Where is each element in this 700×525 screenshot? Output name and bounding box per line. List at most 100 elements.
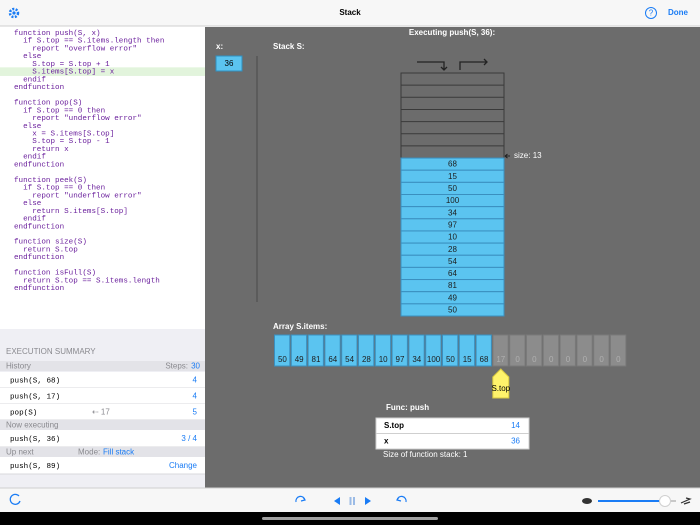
array-value: 17 — [496, 355, 505, 364]
array-cell — [391, 334, 408, 367]
code-line: endif — [14, 76, 46, 84]
push-arrow — [417, 61, 448, 71]
array-value: 0 — [583, 355, 588, 364]
size-label: size: 13 — [514, 151, 542, 160]
back-button[interactable] — [334, 497, 340, 505]
array-cell — [307, 334, 324, 367]
array-cell — [324, 334, 341, 367]
array-cell — [509, 334, 526, 367]
top-bar — [0, 0, 700, 26]
history-steps: 4 — [193, 392, 198, 401]
fast-icon — [680, 497, 692, 505]
summary-row — [0, 388, 205, 404]
array-value: 15 — [463, 355, 472, 364]
section-label: Up next — [6, 448, 34, 457]
stack-value: 97 — [448, 220, 457, 229]
help-button[interactable] — [645, 7, 657, 19]
array-label: Array S.items: — [273, 322, 327, 331]
code-line: endif — [14, 216, 46, 224]
section-label: History — [6, 362, 31, 371]
pointer-label: S.top — [491, 384, 510, 393]
code-line: function size(S) — [14, 239, 87, 247]
stack-value: 54 — [448, 257, 457, 266]
mode-button[interactable]: Fill stack — [103, 448, 135, 457]
stack-value: 64 — [448, 269, 457, 278]
stack-value: 81 — [448, 281, 457, 290]
history-call: pop(S) — [10, 410, 37, 418]
frame-value: 36 — [511, 437, 520, 446]
summary-row — [0, 404, 205, 420]
summary-row — [0, 430, 205, 447]
reset-button[interactable] — [9, 493, 21, 505]
array-cell — [458, 334, 476, 367]
array-cell — [442, 334, 459, 367]
history-steps: 4 — [193, 376, 198, 385]
next-header — [0, 447, 205, 457]
change-button[interactable]: Change — [169, 461, 198, 470]
array-cell — [593, 334, 610, 367]
array-value: 0 — [549, 355, 554, 364]
array-cell — [374, 334, 392, 367]
stack-value: 15 — [448, 172, 457, 181]
speed-slider[interactable] — [659, 495, 671, 507]
x-label: x: — [216, 42, 223, 51]
stack-value: 50 — [448, 306, 457, 315]
step-forward-button[interactable] — [396, 495, 407, 503]
array-value: 0 — [532, 355, 537, 364]
array-cell — [290, 334, 308, 367]
array-value: 50 — [278, 355, 287, 364]
array-value: 0 — [599, 355, 604, 364]
array-cell — [559, 334, 576, 367]
frame-row — [375, 433, 530, 450]
now-progress: 3 / 4 — [181, 434, 197, 443]
frame-title: Func: push — [386, 403, 429, 412]
array-cell — [576, 334, 593, 367]
code-line: report "underflow error" — [14, 192, 142, 200]
history-result: ⇠ 17 — [92, 408, 110, 417]
stack-value: 50 — [448, 184, 457, 193]
array-value: 50 — [446, 355, 455, 364]
done-button[interactable]: Done — [668, 8, 689, 17]
current-line — [0, 67, 205, 76]
code-line: if S.top == 0 then — [14, 107, 105, 115]
stack-value: 10 — [448, 233, 457, 242]
array-cell — [425, 334, 442, 367]
code-line: x = S.items[S.top] — [14, 130, 114, 138]
now-call: push(S, 36) — [10, 436, 60, 444]
array-cell — [610, 334, 627, 367]
code-panel — [0, 27, 205, 329]
code-line: S.items[S.top] = x — [14, 69, 115, 77]
code-line: function push(S, x) — [14, 30, 101, 38]
array-value: 10 — [379, 355, 388, 364]
history-call: push(S, 17) — [10, 394, 60, 402]
forward-button[interactable] — [365, 497, 371, 505]
help-label: ? — [649, 9, 654, 18]
summary-row — [0, 457, 205, 474]
history-header — [0, 361, 205, 371]
array-value: 100 — [427, 355, 441, 364]
array-value: 49 — [295, 355, 304, 364]
screen-title: Stack — [339, 8, 361, 17]
code-line: endfunction — [14, 161, 64, 169]
settings-button[interactable] — [8, 7, 20, 19]
code-line: endfunction — [14, 254, 64, 262]
code-line: function isFull(S) — [14, 270, 96, 278]
code-line: function peek(S) — [14, 177, 87, 185]
pop-arrow — [459, 58, 488, 70]
pause-button[interactable] — [349, 497, 356, 505]
code-line: endfunction — [14, 285, 64, 293]
code-line: else — [14, 200, 42, 208]
array-value: 97 — [396, 355, 405, 364]
array-value: 0 — [515, 355, 520, 364]
step-back-button[interactable] — [295, 495, 306, 503]
code-line: S.top = S.top - 1 — [14, 138, 110, 146]
now-header — [0, 420, 205, 430]
array-value: 64 — [328, 355, 337, 364]
code-line: endfunction — [14, 84, 64, 92]
size-pointer — [504, 153, 510, 159]
summary-row — [0, 372, 205, 388]
frame-footer: Size of function stack: 1 — [383, 450, 468, 459]
frame-var: x — [384, 437, 389, 446]
